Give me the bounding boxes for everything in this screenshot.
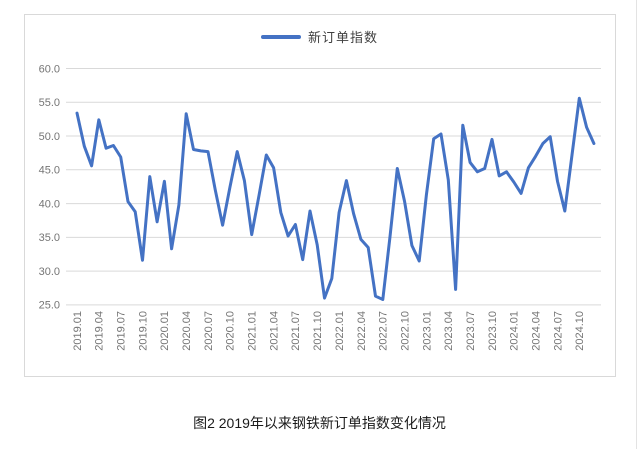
y-tick-label: 45.0 bbox=[39, 165, 60, 177]
x-tick-label: 2020.01 bbox=[159, 311, 171, 351]
new-orders-index-line bbox=[75, 96, 596, 301]
y-tick-label: 50.0 bbox=[39, 131, 60, 143]
x-tick-label: 2021.04 bbox=[268, 311, 280, 351]
x-tick-label: 2022.04 bbox=[356, 311, 368, 351]
x-tick-label: 2023.07 bbox=[465, 311, 477, 351]
x-tick-label: 2023.10 bbox=[487, 311, 499, 351]
chart-legend: 新订单指数 bbox=[0, 27, 639, 46]
chart-frame bbox=[24, 14, 616, 377]
y-tick-label: 55.0 bbox=[39, 97, 60, 109]
page-edge-rule bbox=[636, 0, 637, 449]
x-tick-label: 2024.07 bbox=[552, 311, 564, 351]
x-tick-label: 2019.04 bbox=[94, 311, 106, 351]
x-tick-label: 2019.01 bbox=[72, 311, 84, 351]
x-tick-label: 2021.10 bbox=[312, 311, 324, 351]
x-tick-label: 2023.04 bbox=[443, 311, 455, 351]
x-tick-label: 2020.04 bbox=[181, 311, 193, 351]
legend-line-swatch bbox=[260, 34, 301, 39]
y-tick-label: 35.0 bbox=[39, 232, 60, 244]
y-tick-label: 40.0 bbox=[39, 198, 60, 210]
y-tick-label: 25.0 bbox=[39, 300, 60, 312]
x-tick-label: 2022.10 bbox=[399, 311, 411, 351]
y-tick-label: 30.0 bbox=[39, 266, 60, 278]
x-tick-label: 2020.07 bbox=[203, 311, 215, 351]
x-tick-label: 2021.01 bbox=[247, 311, 259, 351]
x-tick-label: 2024.04 bbox=[530, 311, 542, 351]
y-tick-label: 60.0 bbox=[39, 63, 60, 75]
x-tick-label: 2022.01 bbox=[334, 311, 346, 351]
x-tick-label: 2023.01 bbox=[421, 311, 433, 351]
x-tick-label: 2024.10 bbox=[574, 311, 586, 351]
legend-label: 新订单指数 bbox=[307, 30, 378, 45]
x-tick-label: 2020.10 bbox=[225, 311, 237, 351]
x-tick-label: 2022.07 bbox=[378, 311, 390, 351]
x-tick-label: 2019.07 bbox=[116, 311, 128, 351]
x-tick-label: 2024.01 bbox=[509, 311, 521, 351]
x-tick-label: 2021.07 bbox=[290, 311, 302, 351]
chart-caption: 图2 2019年以来钢铁新订单指数变化情况 bbox=[193, 415, 446, 431]
x-tick-label: 2019.10 bbox=[137, 311, 149, 351]
